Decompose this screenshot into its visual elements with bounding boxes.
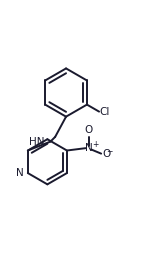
Text: O: O xyxy=(103,149,111,159)
Text: Cl: Cl xyxy=(100,107,110,117)
Text: N: N xyxy=(16,168,24,178)
Text: O: O xyxy=(85,125,93,135)
Text: +: + xyxy=(92,140,98,149)
Text: HN: HN xyxy=(29,136,44,147)
Text: N: N xyxy=(85,143,93,153)
Text: −: − xyxy=(106,147,113,156)
